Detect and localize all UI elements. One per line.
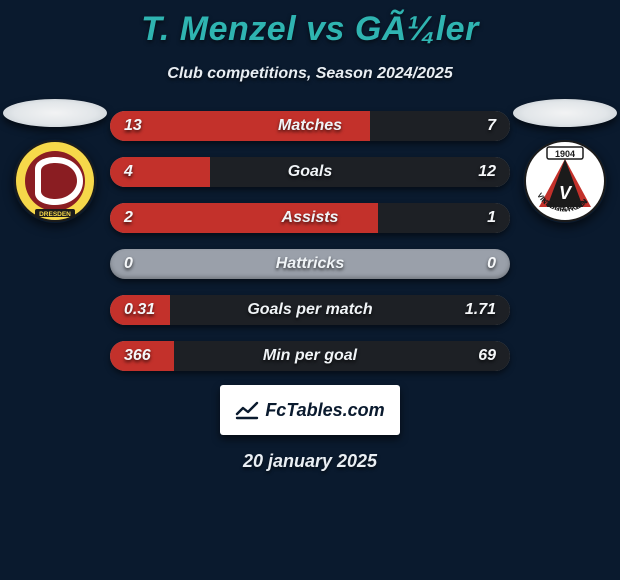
stat-fill-right — [170, 295, 510, 325]
stat-fill-right — [370, 111, 510, 141]
stat-row: 0.311.71Goals per match — [110, 295, 510, 325]
stat-bars: 137Matches 412Goals 21Assists 0 0Hattricks 0.… — [110, 111, 510, 387]
stat-value-right: 0 — [487, 249, 496, 279]
comparison-area: DRESDEN 1904 V VIKTORIA KÖLN VIKTORIA KÖ… — [0, 111, 620, 381]
stat-row: 412Goals — [110, 157, 510, 187]
stat-row: 0 0Hattricks — [110, 249, 510, 279]
stat-fill-right — [378, 203, 510, 233]
stat-fill-left — [110, 203, 378, 233]
stat-fill-left — [110, 295, 170, 325]
svg-text:DRESDEN: DRESDEN — [39, 211, 71, 218]
player-portrait-placeholder — [3, 99, 107, 127]
branding-badge: FcTables.com — [220, 385, 400, 435]
footer-date: 20 january 2025 — [0, 451, 620, 472]
stat-fill-left — [110, 157, 210, 187]
player-right-column: 1904 V VIKTORIA KÖLN VIKTORIA KÖLN — [510, 99, 620, 223]
stat-fill-right — [210, 157, 510, 187]
stat-fill-right — [174, 341, 510, 371]
club-badge-left: DRESDEN — [13, 139, 97, 223]
stat-value-left: 0 — [124, 249, 133, 279]
page-subtitle: Club competitions, Season 2024/2025 — [0, 65, 620, 83]
stat-fill-left — [110, 341, 174, 371]
chart-icon — [235, 400, 259, 420]
stat-row: 137Matches — [110, 111, 510, 141]
stat-row: 21Assists — [110, 203, 510, 233]
svg-text:V: V — [559, 183, 573, 203]
svg-text:1904: 1904 — [555, 149, 575, 159]
page-title: T. Menzel vs GÃ¼ler — [0, 10, 620, 49]
club-badge-right: 1904 V VIKTORIA KÖLN VIKTORIA KÖLN — [523, 139, 607, 223]
player-left-column: DRESDEN — [0, 99, 110, 223]
branding-text: FcTables.com — [265, 400, 384, 421]
stat-row: 36669Min per goal — [110, 341, 510, 371]
stat-fill-left — [110, 111, 370, 141]
stat-label: Hattricks — [110, 249, 510, 279]
player-portrait-placeholder — [513, 99, 617, 127]
